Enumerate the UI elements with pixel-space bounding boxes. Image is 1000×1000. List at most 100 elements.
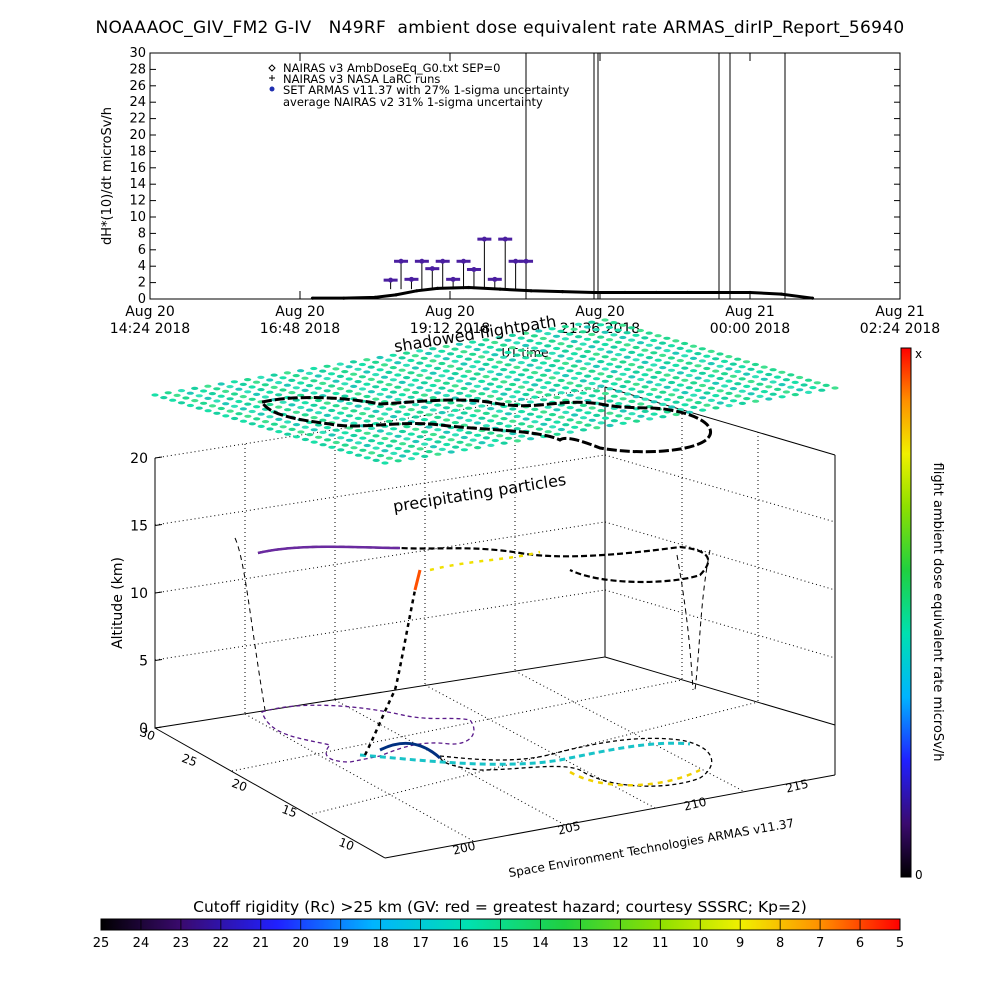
particle-mark: [438, 349, 446, 353]
x-tick-label: Aug 21: [725, 304, 775, 320]
armas-point: [492, 276, 498, 282]
nairas-line: [312, 286, 813, 300]
particle-mark: [760, 390, 769, 394]
armas-point: [513, 258, 519, 264]
particle-mark: [668, 393, 676, 397]
particle-mark: [588, 394, 596, 398]
y-tick-label: 30: [129, 46, 146, 61]
particle-mark: [292, 374, 300, 378]
particle-mark: [402, 351, 411, 355]
particle-mark: [619, 421, 627, 425]
particle-mark: [469, 438, 477, 442]
particle-mark: [610, 370, 618, 374]
particle-mark: [407, 371, 415, 375]
particle-mark: [469, 365, 477, 369]
particle-mark: [297, 381, 305, 385]
particle-mark: [522, 343, 530, 348]
particle-mark: [402, 363, 411, 367]
particle-mark: [323, 401, 331, 405]
armas-point: [408, 276, 414, 282]
particle-mark: [650, 363, 658, 367]
particle-mark: [619, 409, 627, 413]
particle-mark: [292, 435, 301, 439]
particle-mark: [389, 353, 397, 357]
particle-mark: [610, 333, 618, 337]
particle-mark: [398, 417, 406, 421]
particle-mark: [531, 420, 539, 424]
particle-mark: [610, 394, 618, 398]
particle-mark: [394, 446, 402, 451]
particle-mark: [495, 397, 504, 401]
particle-mark: [508, 382, 517, 387]
particle-mark: [535, 390, 543, 394]
particle-mark: [641, 385, 649, 389]
particle-mark: [478, 441, 486, 445]
particle-mark: [562, 374, 570, 378]
particle-mark: [725, 355, 733, 359]
particle-mark: [368, 439, 376, 443]
particle-mark: [813, 381, 821, 385]
particle-mark: [314, 398, 322, 403]
particle-mark: [372, 434, 380, 438]
particle-mark: [177, 401, 186, 405]
particle-mark: [751, 362, 760, 367]
particle-mark: [636, 353, 645, 357]
particle-mark: [831, 386, 839, 390]
x-tick-label: Aug 20: [125, 304, 175, 320]
particle-mark: [451, 421, 459, 425]
particle-mark: [597, 360, 605, 364]
particle-mark: [200, 401, 208, 405]
particle-mark: [597, 396, 605, 400]
particle-mark: [332, 404, 340, 408]
particle-mark: [628, 338, 636, 342]
particle-mark: [442, 406, 451, 410]
particle-mark: [425, 450, 433, 454]
particle-mark: [455, 354, 464, 359]
particle-mark: [478, 367, 486, 371]
particle-mark: [434, 403, 442, 407]
particle-mark: [721, 396, 729, 400]
particle-mark: [747, 379, 755, 384]
particle-mark: [376, 417, 384, 421]
particle-mark: [478, 392, 486, 396]
flight-shadows: [234, 537, 713, 787]
particle-mark: [275, 405, 283, 409]
particle-mark: [588, 381, 596, 386]
particle-mark: [230, 404, 239, 408]
particle-mark: [460, 350, 468, 354]
nairas-point: [560, 290, 565, 294]
nairas-point: [498, 287, 502, 291]
particle-mark: [381, 449, 389, 453]
particle-mark: [394, 361, 402, 365]
y-tick-label: 2: [138, 276, 146, 291]
legend-item: NAIRAS v3 AmbDoseEq_G0.txt SEP=0: [283, 61, 500, 75]
particle-mark: [522, 417, 530, 421]
particle-mark: [345, 365, 353, 369]
particle-mark: [429, 445, 438, 449]
chart-legend: NAIRAS v3 AmbDoseEq_G0.txt SEP=0 NAIRAS …: [268, 61, 570, 109]
particle-mark: [385, 395, 393, 399]
particle-mark: [663, 373, 671, 377]
particle-mark: [756, 382, 764, 386]
particle-mark: [429, 432, 437, 437]
particle-mark: [425, 425, 433, 429]
colorbar-top-label: x: [915, 347, 922, 361]
particle-mark: [465, 443, 473, 447]
particle-mark: [703, 366, 711, 371]
nairas-point: [373, 295, 377, 299]
particle-mark: [557, 354, 565, 358]
particle-mark: [539, 361, 548, 365]
particle-mark: [518, 410, 526, 414]
particle-mark: [407, 358, 415, 363]
particle-mark: [253, 405, 261, 409]
altitude-tick: [154, 524, 163, 526]
particle-mark: [186, 403, 194, 408]
particle-mark: [628, 363, 636, 367]
particle-mark: [420, 369, 428, 373]
particle-mark: [659, 378, 667, 382]
particle-mark: [346, 450, 354, 455]
particle-mark: [513, 427, 521, 431]
particle-mark: [226, 385, 234, 389]
particle-mark: [279, 400, 287, 404]
